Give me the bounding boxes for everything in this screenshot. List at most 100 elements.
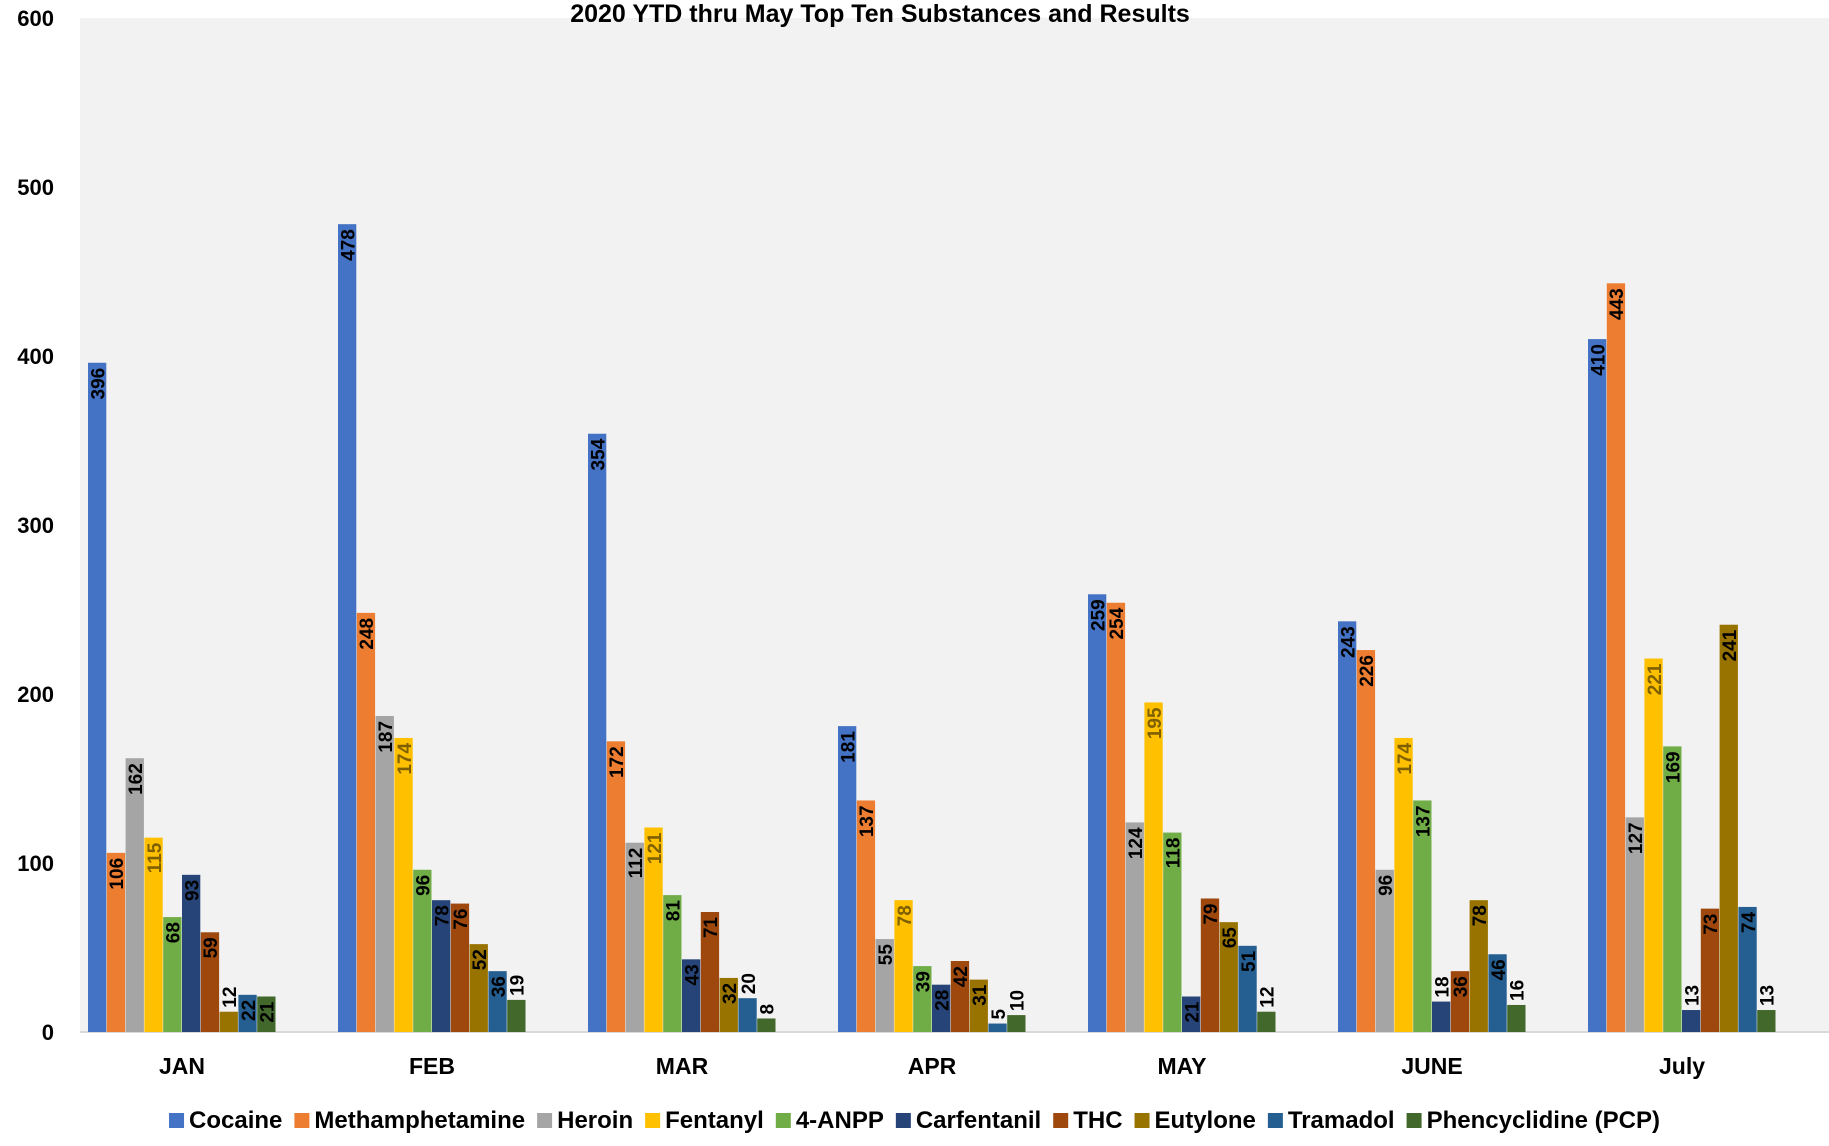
data-label: 20: [739, 973, 760, 994]
bar-fentanyl-june: [1394, 737, 1413, 1032]
data-label: 115: [145, 842, 166, 873]
data-label: 16: [1508, 980, 1529, 1001]
bar-fentanyl-july: [1644, 658, 1663, 1032]
data-label: 354: [588, 438, 609, 470]
data-label: 74: [1739, 912, 1760, 934]
bar-carfentanil-mar: [682, 959, 701, 1032]
data-label: 174: [395, 743, 416, 775]
data-label: 226: [1357, 655, 1378, 687]
data-label: 21: [1182, 1001, 1203, 1023]
data-label: 10: [1008, 990, 1029, 1011]
data-label: 96: [1376, 875, 1397, 896]
bar-tramadol-mar: [738, 998, 757, 1032]
data-label: 187: [376, 721, 397, 753]
data-label: 124: [1126, 827, 1147, 859]
data-label: 78: [1470, 905, 1491, 926]
data-label: 93: [182, 880, 203, 901]
bar-cocaine-feb: [338, 224, 357, 1032]
bar-heroin-may: [1125, 822, 1144, 1032]
data-label: 5: [989, 1009, 1010, 1020]
bar-fentanyl-may: [1144, 702, 1163, 1032]
data-label: 12: [1258, 987, 1279, 1008]
data-label: 31: [970, 984, 991, 1006]
data-label: 181: [838, 731, 859, 763]
data-label: 22: [239, 1000, 260, 1021]
y-tick-label: 300: [17, 513, 54, 538]
legend-item: Phencyclidine (PCP): [1406, 1107, 1660, 1134]
legend-swatch: [294, 1113, 310, 1128]
data-label: 221: [1645, 663, 1666, 695]
legend-label: 4-ANPP: [796, 1107, 884, 1134]
bar-heroin-july: [1625, 817, 1644, 1032]
legend: Cocaine Methamphetamine Heroin Fentanyl 4-AN…: [169, 1107, 1660, 1134]
x-category-label: APR: [908, 1053, 957, 1079]
y-tick-label: 0: [42, 1020, 54, 1045]
legend-swatch: [775, 1113, 791, 1128]
data-label: 81: [664, 900, 685, 922]
bar-methamphetamine-june: [1356, 650, 1376, 1032]
legend-item: THC: [1053, 1107, 1123, 1134]
x-category-label: FEB: [409, 1053, 455, 1079]
bar-4-anpp-jan: [163, 917, 182, 1032]
data-label: 443: [1607, 288, 1628, 320]
bar-eutylone-may: [1219, 922, 1238, 1032]
data-label: 55: [876, 944, 897, 966]
x-category-label: MAY: [1158, 1053, 1207, 1079]
bar-4-anpp-apr: [913, 966, 932, 1032]
x-category-label: JUNE: [1401, 1053, 1462, 1079]
data-label: 106: [107, 858, 128, 890]
x-category-label: JAN: [159, 1053, 205, 1079]
bar-heroin-jan: [125, 758, 144, 1032]
data-labels-layer: 3964783541812592434101062481721372542264…: [88, 229, 1778, 1022]
bar-thc-july: [1700, 908, 1720, 1032]
y-tick-label: 600: [17, 6, 54, 31]
chart-title: 2020 YTD thru May Top Ten Substances and…: [570, 0, 1190, 28]
bar-phencyclidine-pcp-apr: [1007, 1015, 1026, 1032]
data-label: 112: [626, 848, 647, 879]
bar-thc-may: [1200, 898, 1220, 1032]
x-axis-categories: JAN FEB MAR APR MAY JUNE July: [159, 1053, 1705, 1079]
bar-carfentanil-may: [1182, 996, 1201, 1032]
data-label: 478: [338, 229, 359, 261]
bar-cocaine-may: [1088, 594, 1107, 1032]
data-label: 169: [1664, 751, 1685, 783]
bar-fentanyl-apr: [894, 900, 913, 1032]
bar-eutylone-mar: [719, 977, 738, 1032]
legend-item: Eutylone: [1134, 1107, 1256, 1134]
legend-label: Eutylone: [1155, 1107, 1256, 1134]
bar-thc-jan: [200, 932, 220, 1032]
data-label: 172: [607, 746, 628, 778]
data-label: 248: [357, 618, 378, 650]
bar-methamphetamine-mar: [606, 741, 626, 1032]
bar-thc-apr: [950, 961, 970, 1032]
data-label: 243: [1338, 626, 1359, 658]
bar-phencyclidine-pcp-jan: [257, 996, 276, 1032]
bar-fentanyl-feb: [394, 737, 413, 1032]
bar-phencyclidine-pcp-july: [1757, 1010, 1776, 1032]
bar-phencyclidine-pcp-june: [1507, 1004, 1526, 1032]
data-label: 259: [1088, 599, 1109, 631]
data-label: 42: [951, 966, 972, 987]
data-label: 127: [1626, 822, 1647, 854]
data-label: 13: [1682, 985, 1703, 1006]
bar-fentanyl-jan: [144, 837, 163, 1032]
data-label: 36: [1451, 976, 1472, 997]
bar-carfentanil-july: [1682, 1010, 1701, 1032]
legend-swatch: [645, 1113, 661, 1128]
bar-tramadol-july: [1738, 906, 1757, 1032]
data-label: 65: [1220, 927, 1241, 949]
legend-item: Tramadol: [1267, 1107, 1395, 1134]
bar-carfentanil-jan: [182, 874, 201, 1032]
legend-item: Heroin: [537, 1107, 633, 1134]
legend-label: Heroin: [557, 1107, 633, 1134]
legend-item: Carfentanil: [895, 1107, 1041, 1134]
bar-4-anpp-july: [1663, 746, 1682, 1032]
data-label: 76: [451, 909, 472, 930]
bar-methamphetamine-jan: [106, 852, 126, 1032]
data-label: 52: [470, 949, 491, 970]
bar-4-anpp-may: [1163, 832, 1182, 1032]
x-category-label: MAR: [656, 1053, 709, 1079]
y-tick-label: 100: [17, 851, 54, 876]
legend-item: Fentanyl: [645, 1107, 764, 1134]
